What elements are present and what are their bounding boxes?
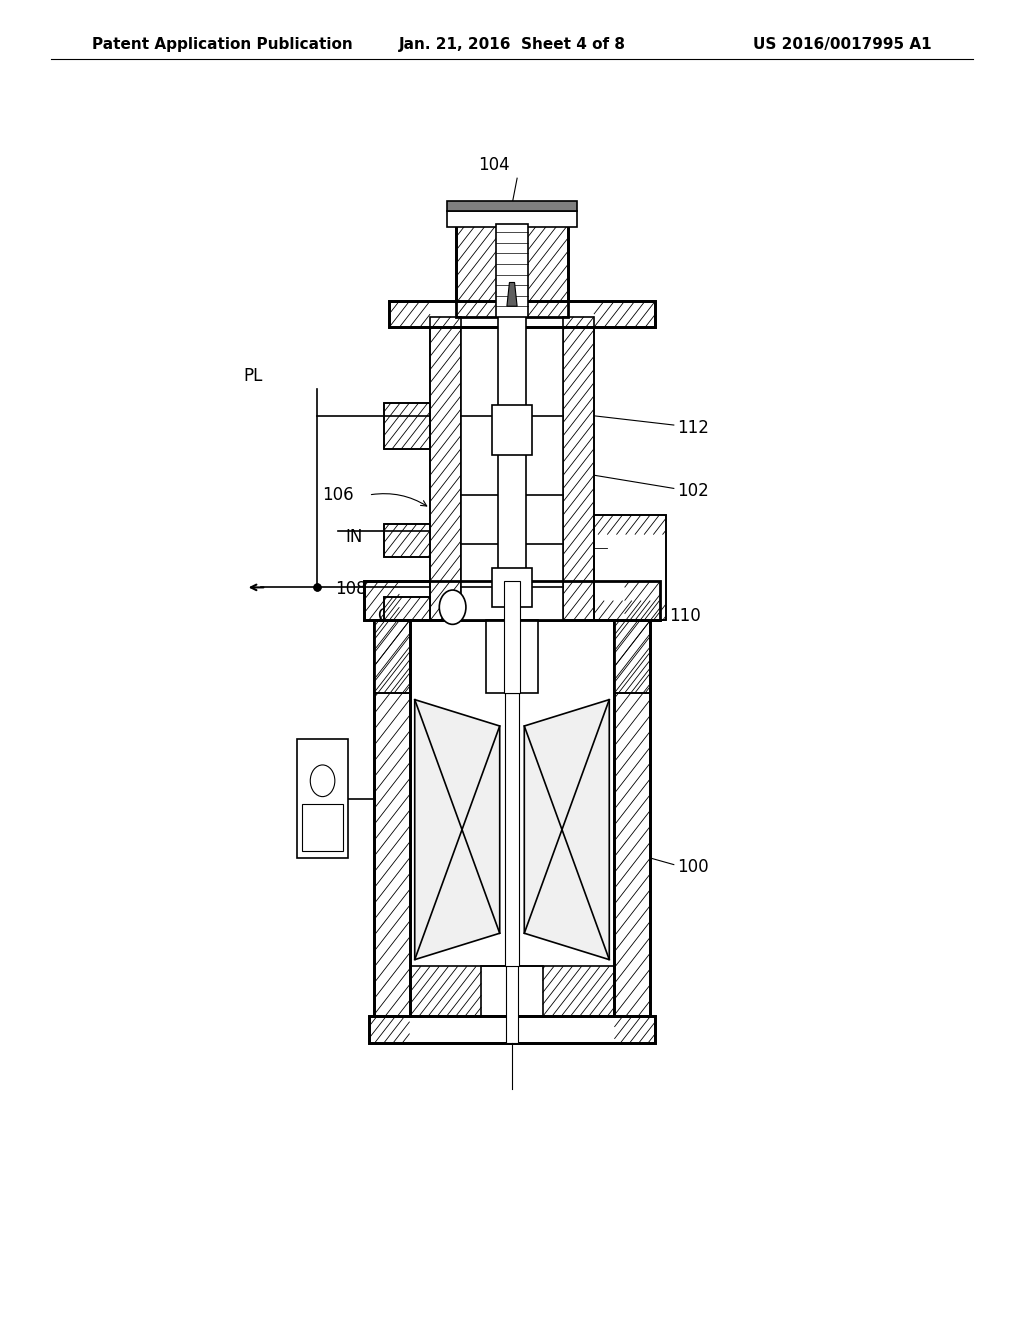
Text: 102: 102 (677, 482, 709, 500)
Text: 100: 100 (677, 858, 709, 876)
Bar (302, 804, 343, 851)
Bar (447, 201, 577, 211)
Text: PL: PL (244, 367, 263, 385)
Text: Patent Application Publication: Patent Application Publication (92, 37, 353, 51)
Bar (486, 620, 538, 693)
Text: 108: 108 (335, 579, 367, 598)
Bar (505, 693, 519, 966)
Bar (563, 317, 594, 620)
Bar (614, 620, 650, 1016)
Bar (492, 405, 532, 455)
Bar (430, 317, 461, 620)
Bar (614, 620, 650, 1016)
Bar (364, 581, 660, 620)
Bar (430, 317, 461, 620)
Bar (369, 1016, 655, 1043)
Polygon shape (507, 282, 517, 306)
Bar (374, 620, 410, 1016)
Polygon shape (374, 620, 410, 693)
Bar (389, 301, 655, 327)
Bar (389, 301, 655, 327)
Bar (496, 224, 528, 317)
Text: 104: 104 (478, 156, 509, 174)
Bar (447, 211, 577, 227)
Bar (384, 403, 430, 449)
Bar (594, 515, 666, 620)
Text: 110: 110 (669, 607, 700, 626)
Circle shape (310, 766, 335, 797)
Bar (384, 403, 430, 449)
Bar (364, 581, 660, 620)
Bar (461, 317, 563, 620)
Polygon shape (415, 700, 500, 960)
Text: IN: IN (345, 528, 362, 546)
Bar (410, 966, 614, 1016)
Bar (504, 581, 520, 693)
Bar (297, 739, 348, 858)
Text: 112: 112 (677, 418, 709, 437)
Text: EX: EX (609, 541, 631, 560)
Text: OUT: OUT (377, 607, 413, 626)
Bar (374, 620, 410, 1016)
Text: FIG.5: FIG.5 (455, 239, 569, 276)
Bar (384, 597, 430, 620)
Bar (456, 211, 568, 317)
Polygon shape (614, 620, 650, 693)
Bar (456, 211, 568, 317)
Bar (506, 960, 518, 1043)
Bar (594, 515, 666, 620)
Bar (563, 317, 594, 620)
Bar (498, 304, 526, 581)
Bar (369, 1016, 655, 1043)
Text: Jan. 21, 2016  Sheet 4 of 8: Jan. 21, 2016 Sheet 4 of 8 (398, 37, 626, 51)
Bar (492, 568, 532, 607)
Circle shape (439, 590, 466, 624)
Bar (384, 524, 430, 557)
Bar (384, 524, 430, 557)
Text: US 2016/0017995 A1: US 2016/0017995 A1 (754, 37, 932, 51)
Text: 106: 106 (323, 486, 353, 504)
Bar (481, 966, 543, 1016)
Bar (384, 597, 430, 620)
Polygon shape (524, 700, 609, 960)
